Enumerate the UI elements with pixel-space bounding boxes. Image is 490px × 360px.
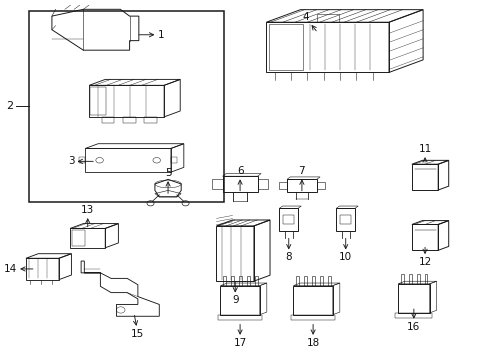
- Bar: [258, 179, 268, 189]
- Bar: [218, 315, 263, 320]
- Bar: [317, 14, 339, 22]
- Bar: [171, 157, 177, 163]
- Bar: [90, 87, 106, 115]
- Bar: [145, 117, 157, 123]
- Text: 16: 16: [407, 309, 420, 332]
- Text: 13: 13: [81, 205, 95, 227]
- Bar: [340, 215, 351, 224]
- Bar: [294, 285, 333, 315]
- Bar: [279, 182, 287, 189]
- Text: 5: 5: [165, 168, 172, 193]
- Bar: [247, 276, 250, 285]
- Bar: [320, 276, 323, 285]
- Text: 12: 12: [418, 247, 432, 267]
- Bar: [239, 276, 242, 285]
- Bar: [222, 176, 258, 192]
- Bar: [79, 157, 85, 163]
- Text: 2: 2: [6, 102, 13, 112]
- Bar: [220, 285, 260, 315]
- Bar: [312, 276, 315, 285]
- Text: 1: 1: [139, 30, 164, 40]
- Text: 4: 4: [302, 12, 316, 31]
- Bar: [296, 276, 299, 285]
- Bar: [336, 208, 355, 231]
- Text: 11: 11: [418, 144, 432, 162]
- Text: 14: 14: [4, 264, 33, 274]
- Text: 15: 15: [131, 315, 145, 339]
- Bar: [417, 274, 419, 284]
- Bar: [287, 179, 317, 192]
- Bar: [409, 274, 412, 284]
- Bar: [269, 24, 303, 71]
- Bar: [29, 12, 224, 202]
- Bar: [291, 315, 336, 320]
- Bar: [304, 276, 307, 285]
- Text: 8: 8: [286, 238, 292, 262]
- Text: 6: 6: [237, 166, 244, 191]
- Bar: [328, 276, 331, 285]
- Bar: [255, 276, 258, 285]
- Bar: [212, 179, 222, 189]
- Text: 7: 7: [298, 166, 305, 191]
- Bar: [317, 182, 325, 189]
- Text: 18: 18: [306, 324, 320, 348]
- Bar: [398, 284, 430, 313]
- Bar: [425, 274, 427, 284]
- Bar: [101, 117, 114, 123]
- Text: 9: 9: [232, 282, 239, 306]
- Text: 17: 17: [233, 324, 246, 348]
- Bar: [231, 276, 234, 285]
- Bar: [123, 117, 136, 123]
- Bar: [223, 276, 226, 285]
- Bar: [72, 230, 85, 247]
- Bar: [279, 208, 298, 231]
- Bar: [395, 313, 432, 318]
- Text: 10: 10: [339, 238, 352, 262]
- Text: 3: 3: [68, 156, 93, 166]
- Bar: [283, 215, 294, 224]
- Bar: [401, 274, 404, 284]
